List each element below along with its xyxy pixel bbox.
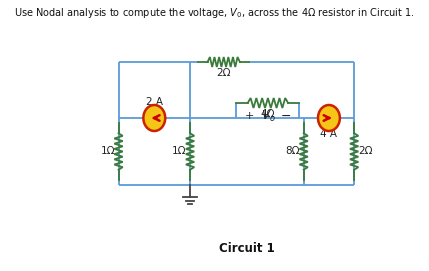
Text: Circuit 1: Circuit 1 (219, 241, 275, 254)
Text: 2 A: 2 A (146, 97, 163, 107)
Text: $V_o$: $V_o$ (260, 108, 275, 124)
Text: 2Ω: 2Ω (358, 147, 372, 156)
Text: 2Ω: 2Ω (217, 68, 231, 78)
Text: Use Nodal analysis to compute the voltage, $V_0$, across the 4Ω resistor in Circ: Use Nodal analysis to compute the voltag… (14, 6, 415, 20)
Text: 4 A: 4 A (320, 129, 338, 139)
Text: 8Ω: 8Ω (285, 147, 300, 156)
Text: −: − (281, 109, 292, 122)
Circle shape (143, 105, 165, 131)
Text: 1Ω: 1Ω (100, 147, 115, 156)
Text: +: + (245, 111, 254, 121)
Text: 4Ω: 4Ω (261, 109, 275, 119)
Circle shape (318, 105, 340, 131)
Text: 1Ω: 1Ω (172, 147, 186, 156)
